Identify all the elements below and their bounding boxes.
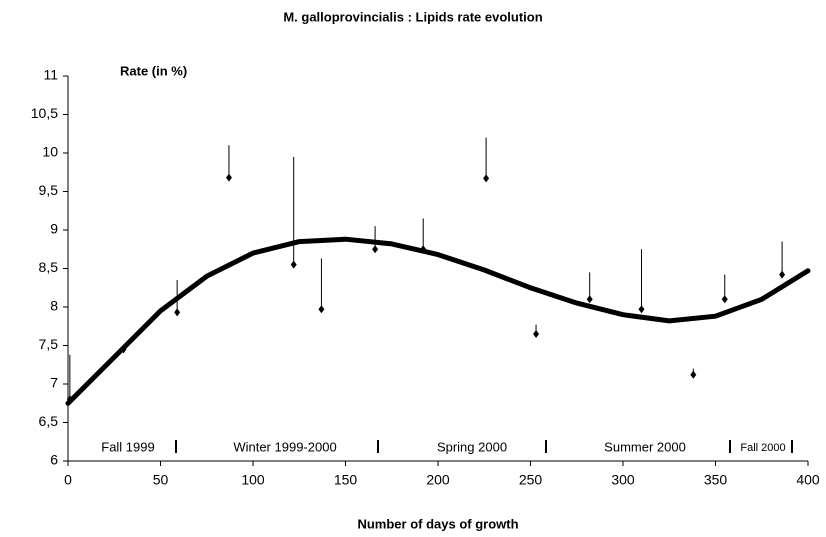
data-point [290, 260, 297, 269]
season-label: Fall 2000 [740, 442, 785, 454]
x-tick-label: 100 [241, 472, 265, 488]
y-tick-label: 8,5 [39, 259, 59, 275]
data-point [690, 370, 697, 379]
y-tick-label: 10 [42, 144, 58, 160]
data-point [586, 295, 593, 304]
x-tick-label: 250 [519, 472, 543, 488]
y-tick-label: 7,5 [39, 336, 59, 352]
y-tick-label: 6 [50, 452, 58, 468]
y-axis-label: Rate (in %) [120, 63, 187, 78]
data-point [372, 245, 379, 254]
data-point [483, 174, 490, 183]
data-point [225, 173, 232, 182]
season-label: Spring 2000 [437, 439, 507, 454]
season-label: Winter 1999-2000 [233, 439, 336, 454]
y-tick-label: 9,5 [39, 182, 59, 198]
y-tick-label: 10,5 [31, 105, 58, 121]
y-tick-label: 9 [50, 221, 58, 237]
x-tick-label: 0 [64, 472, 72, 488]
y-tick-label: 7 [50, 375, 58, 391]
x-tick-label: 400 [796, 472, 820, 488]
trend-line [65, 236, 811, 406]
x-tick-label: 300 [611, 472, 635, 488]
y-tick-label: 11 [43, 67, 58, 83]
x-tick-label: 350 [704, 472, 728, 488]
season-label: Summer 2000 [604, 439, 686, 454]
x-tick-label: 200 [426, 472, 450, 488]
chart-title: M. galloprovincialis : Lipids rate evolu… [283, 9, 542, 24]
data-point [66, 395, 73, 404]
data-point [533, 329, 540, 338]
data-point [120, 345, 127, 354]
y-tick-label: 8 [50, 298, 58, 314]
x-tick-label: 150 [334, 472, 358, 488]
season-label: Fall 1999 [101, 439, 154, 454]
data-point [779, 270, 786, 279]
data-point [318, 305, 325, 314]
data-point [721, 295, 728, 304]
data-point [638, 305, 645, 314]
data-point [420, 245, 427, 254]
x-axis-label: Number of days of growth [357, 516, 518, 531]
data-point [174, 308, 181, 317]
y-tick-label: 6,5 [39, 413, 59, 429]
x-tick-label: 50 [153, 472, 169, 488]
